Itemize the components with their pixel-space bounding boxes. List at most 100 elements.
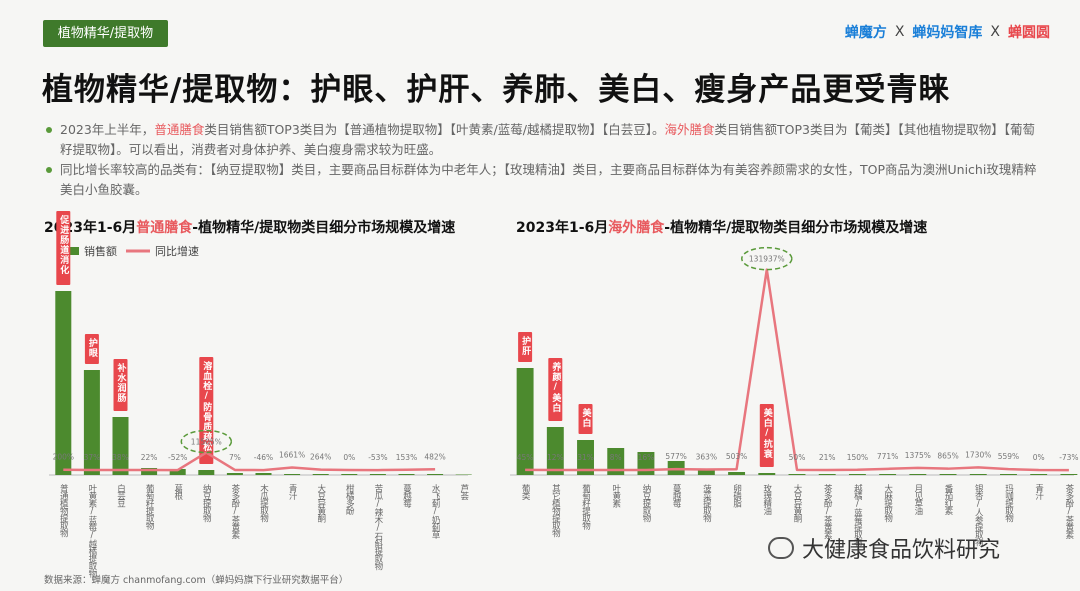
x-tick-label: 茶多酚/茶黄素 xyxy=(822,483,832,539)
chart-title: 2023年1-6月普通膳食-植物精华/提取物类目细分市场规模及增速 xyxy=(44,219,455,236)
x-tick-label: 番茄红素 xyxy=(943,483,953,515)
bar xyxy=(112,417,129,475)
bar xyxy=(369,474,386,475)
logos: 蝉魔方 X 蝉妈妈智库 X 蝉圆圆 xyxy=(845,22,1050,42)
page-title: 植物精华/提取物：护眼、护肝、养肺、美白、瘦身产品更受青睐 xyxy=(42,72,951,108)
highlight-ring xyxy=(741,246,793,271)
x-tick-label: 青汁 xyxy=(1034,483,1044,501)
x-tick-label: 玫瑰精油 xyxy=(762,483,772,516)
section-tag: 植物精华/提取物 xyxy=(43,20,168,47)
value-label: 771% xyxy=(877,452,898,461)
bar xyxy=(788,474,806,475)
bullet-text: 普通膳食 xyxy=(154,122,205,137)
bullet: 2023年上半年，普通膳食类目销售额TOP3类目为【普通植物提取物】【叶黄素/蓝… xyxy=(44,120,1044,160)
x-tick-label: 葡萄籽提取物 xyxy=(581,483,591,531)
x-tick-label: 葡类 xyxy=(520,483,530,501)
annotation-box xyxy=(548,358,563,421)
bar xyxy=(879,474,897,475)
annotation-box xyxy=(578,404,593,434)
bar xyxy=(83,370,100,475)
highlight-ring xyxy=(180,429,233,454)
annotation: 美白/抗衰 xyxy=(762,407,774,459)
value-label: 8% xyxy=(610,453,622,462)
annotation-box xyxy=(84,334,99,364)
value-label: 37% xyxy=(84,453,101,462)
bar xyxy=(546,427,564,475)
bar xyxy=(1030,474,1048,475)
bar xyxy=(226,473,243,475)
bar xyxy=(1060,474,1078,475)
annotation: 溶血栓/防骨质疏松 xyxy=(201,360,212,452)
value-label: 45% xyxy=(517,453,534,462)
x-tick-label: 青汁 xyxy=(287,483,297,501)
bar xyxy=(455,474,472,475)
value-label: 31% xyxy=(577,453,594,462)
bar xyxy=(141,468,158,475)
value-label: 1730% xyxy=(965,450,991,459)
bullet-text: 同比增长率较高的品类有：【纳豆提取物】类目，主要商品目标群体为中老年人；【玫瑰精… xyxy=(60,162,1037,197)
value-label: 7% xyxy=(229,453,241,462)
growth-line xyxy=(525,268,1069,472)
x-tick-label: 卵磷脂 xyxy=(732,483,742,508)
x-tick-label: 其它植物提取物 xyxy=(550,484,560,538)
x-tick-label: 月见草油 xyxy=(913,484,923,516)
x-tick-label: 越橘/蓝莓提取物 xyxy=(852,483,862,547)
bar xyxy=(427,474,444,475)
legend-label: 同比增速 xyxy=(155,244,199,258)
bar xyxy=(939,474,957,475)
value-label: 131937% xyxy=(749,255,785,264)
value-label: -73% xyxy=(1059,453,1078,462)
chart-title-part: 2023年1-6月 xyxy=(516,219,608,236)
annotation-box xyxy=(113,359,128,411)
value-label: 200% xyxy=(53,453,74,462)
bullet-text: 类目销售额TOP3类目为【普通植物提取物】【叶黄素/蓝莓/越橘提取物】【白芸豆】… xyxy=(204,122,665,137)
bar xyxy=(607,448,625,475)
annotation: 护肝 xyxy=(520,335,531,356)
bar xyxy=(577,440,594,475)
x-tick-label: 苦瓜/辣木/石斛提取物 xyxy=(373,483,383,571)
value-label: 503% xyxy=(726,452,747,461)
x-tick-label: 茶多酚/茶黄素 xyxy=(1064,483,1074,539)
bar xyxy=(728,472,746,475)
x-tick-label: 白芸豆 xyxy=(116,483,126,507)
value-label: -53% xyxy=(368,453,387,462)
bar xyxy=(969,474,987,475)
value-label: 11505% xyxy=(191,438,222,447)
value-label: 482% xyxy=(424,452,445,461)
x-tick-label: 普通植物提取物 xyxy=(58,483,68,538)
bar xyxy=(341,474,358,475)
bar xyxy=(697,470,715,475)
x-tick-label: 大麻提取物 xyxy=(883,483,893,523)
value-label: 50% xyxy=(789,453,806,462)
x-tick-label: 茶多酚/茶黄素 xyxy=(230,483,240,539)
separator: X xyxy=(990,24,1000,40)
x-tick-label: 芦荟 xyxy=(459,483,469,501)
bar xyxy=(818,474,836,475)
annotation: 养颜/美白 xyxy=(550,361,562,413)
x-tick-label: 葡萄籽提取物 xyxy=(144,483,154,531)
chart-title-part: 海外膳食 xyxy=(608,219,665,236)
bar xyxy=(255,473,272,475)
logo: 蝉妈妈智库 xyxy=(912,25,983,41)
bar xyxy=(516,368,534,475)
x-tick-label: 水飞蓟/奶蓟草 xyxy=(430,483,440,540)
bar xyxy=(848,474,866,475)
value-label: -46% xyxy=(254,453,273,462)
x-tick-label: 叶黄素 xyxy=(611,484,621,507)
value-label: 559% xyxy=(998,452,1019,461)
x-tick-label: 大豆异黄酮 xyxy=(316,483,326,523)
separator: X xyxy=(894,24,905,40)
bar xyxy=(398,474,415,475)
bar xyxy=(758,473,776,475)
legend-label: 销售额 xyxy=(84,244,117,258)
growth-line xyxy=(63,451,436,472)
wechat-icon xyxy=(768,537,794,559)
annotation: 补水润肠 xyxy=(116,362,128,403)
bullet-text: 海外膳食 xyxy=(664,122,715,137)
value-label: 363% xyxy=(696,452,717,461)
annotation-box xyxy=(199,357,214,464)
x-tick-label: 蔓越莓 xyxy=(671,483,681,508)
x-tick-label: 葛根 xyxy=(173,483,183,501)
chart-title-part: 普通膳食 xyxy=(136,219,193,236)
